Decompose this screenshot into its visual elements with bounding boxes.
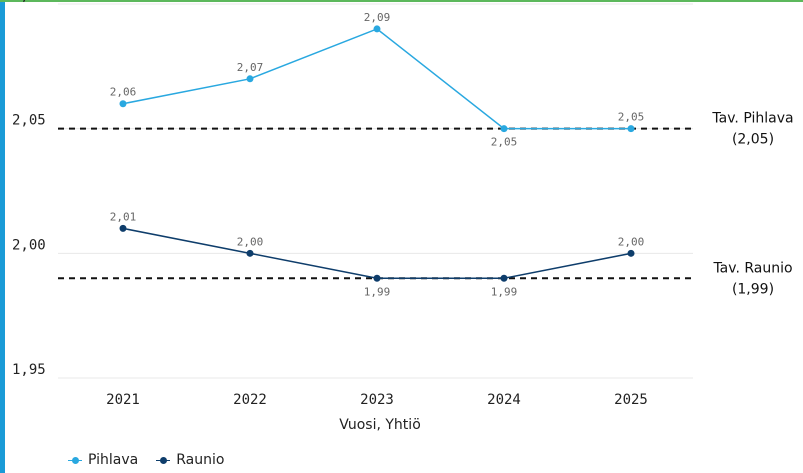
legend-item-raunio[interactable]: Raunio: [156, 452, 224, 468]
data-point: [627, 125, 635, 133]
y-tick-label: 2,00: [12, 237, 46, 253]
data-point: [373, 25, 381, 33]
y-tick-label: 2,05: [12, 113, 46, 129]
x-tick-label: 2021: [106, 392, 140, 408]
data-point: [119, 224, 127, 232]
legend-marker-icon: [156, 455, 171, 465]
legend-marker-icon: [68, 455, 82, 465]
reference-line-value: (1,99): [732, 281, 774, 297]
x-tick-label: 2025: [614, 392, 648, 408]
data-label: 2,01: [110, 210, 137, 223]
data-label: 1,99: [364, 285, 391, 298]
legend-label: Raunio: [176, 452, 225, 468]
x-tick-label: 2022: [233, 392, 267, 408]
top-accent-bar: [0, 0, 803, 2]
data-point: [246, 249, 254, 257]
data-point: [373, 274, 381, 282]
data-label: 2,05: [491, 136, 518, 149]
data-point: [500, 274, 508, 282]
y-axis-ticks: 1,95 2,00 2,05 2,10: [12, 0, 46, 378]
data-label: 2,06: [110, 86, 137, 99]
x-tick-label: 2023: [360, 392, 394, 408]
reference-line-label: Tav. Pihlava: [711, 111, 793, 127]
gridlines: [58, 3, 693, 379]
data-point: [246, 75, 254, 83]
left-accent-bar: [0, 0, 5, 473]
y-tick-label: 2,10: [12, 0, 46, 4]
data-label: 2,00: [237, 235, 264, 248]
x-axis-ticks: 2021 2022 2023 2024 2025: [106, 392, 648, 408]
series-line-pihlava: [122, 28, 631, 130]
series-group: 2,06 2,07 2,09 2,05 2,05 2,01 2,00 1,99 1,99 2,00: [110, 11, 645, 298]
data-label: 2,07: [237, 61, 264, 74]
data-point: [119, 100, 127, 108]
legend-item-pihlava[interactable]: Pihlava: [68, 452, 138, 468]
data-label: 2,00: [618, 235, 645, 248]
reference-line-label: Tav. Raunio: [712, 260, 792, 276]
data-label: 2,05: [618, 111, 645, 124]
y-tick-label: 1,95: [12, 362, 46, 378]
reference-lines: Tav. Pihlava (2,05) Tav. Raunio (1,99): [58, 111, 794, 297]
reference-line-value: (2,05): [732, 132, 774, 148]
data-point: [627, 249, 635, 257]
x-axis-title: Vuosi, Yhtiö: [339, 417, 421, 433]
data-point: [500, 125, 508, 133]
x-tick-label: 2024: [487, 392, 521, 408]
legend-label: Pihlava: [88, 452, 139, 468]
data-label: 1,99: [491, 285, 518, 298]
data-label: 2,09: [364, 11, 391, 24]
legend: Pihlava Raunio: [68, 452, 224, 468]
